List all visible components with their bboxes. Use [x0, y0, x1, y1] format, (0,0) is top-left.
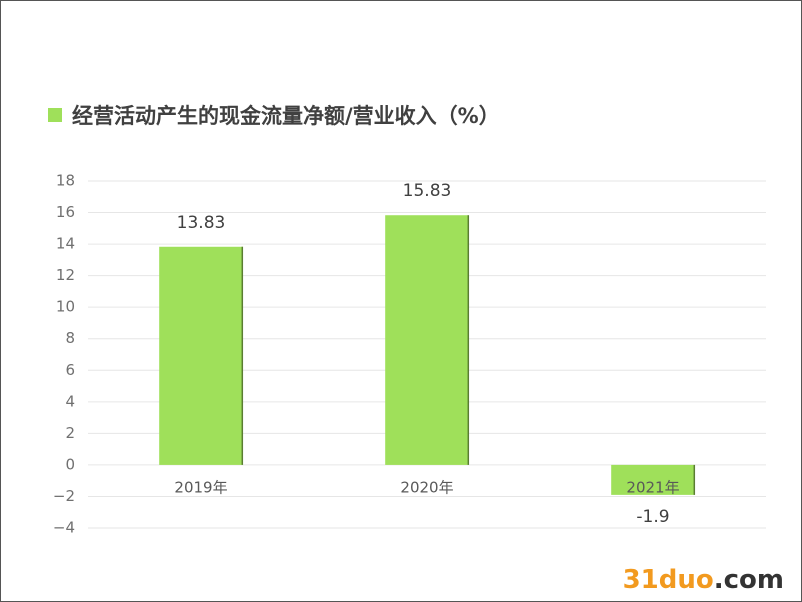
bar — [159, 246, 243, 465]
y-tick-label: 12 — [56, 266, 75, 284]
y-tick-label: 14 — [56, 235, 75, 253]
y-tick-label: 18 — [56, 172, 75, 190]
watermark-brand: 31duo — [623, 565, 714, 595]
value-label: 15.83 — [403, 181, 452, 201]
x-tick-label: 2021年 — [626, 478, 679, 496]
watermark-domain: .com — [714, 565, 784, 595]
x-tick-label: 2020年 — [400, 478, 453, 496]
y-tick-label: 10 — [56, 298, 75, 316]
y-tick-label: 2 — [65, 424, 75, 442]
y-tick-label: 16 — [56, 203, 75, 221]
y-tick-label: 6 — [65, 361, 75, 379]
y-tick-label: −2 — [53, 487, 75, 505]
value-label: -1.9 — [636, 507, 669, 527]
title-marker — [48, 108, 62, 122]
x-tick-label: 2019年 — [174, 478, 227, 496]
watermark: 31duo.com — [623, 565, 784, 595]
value-label: 13.83 — [177, 213, 226, 233]
chart-title: 经营活动产生的现金流量净额/营业收入（%） — [72, 104, 500, 128]
y-tick-label: 4 — [65, 392, 75, 410]
y-tick-label: 8 — [65, 329, 75, 347]
bar — [385, 215, 469, 465]
bar — [611, 464, 695, 495]
y-tick-label: −4 — [53, 519, 75, 537]
y-tick-label: 0 — [65, 455, 75, 473]
